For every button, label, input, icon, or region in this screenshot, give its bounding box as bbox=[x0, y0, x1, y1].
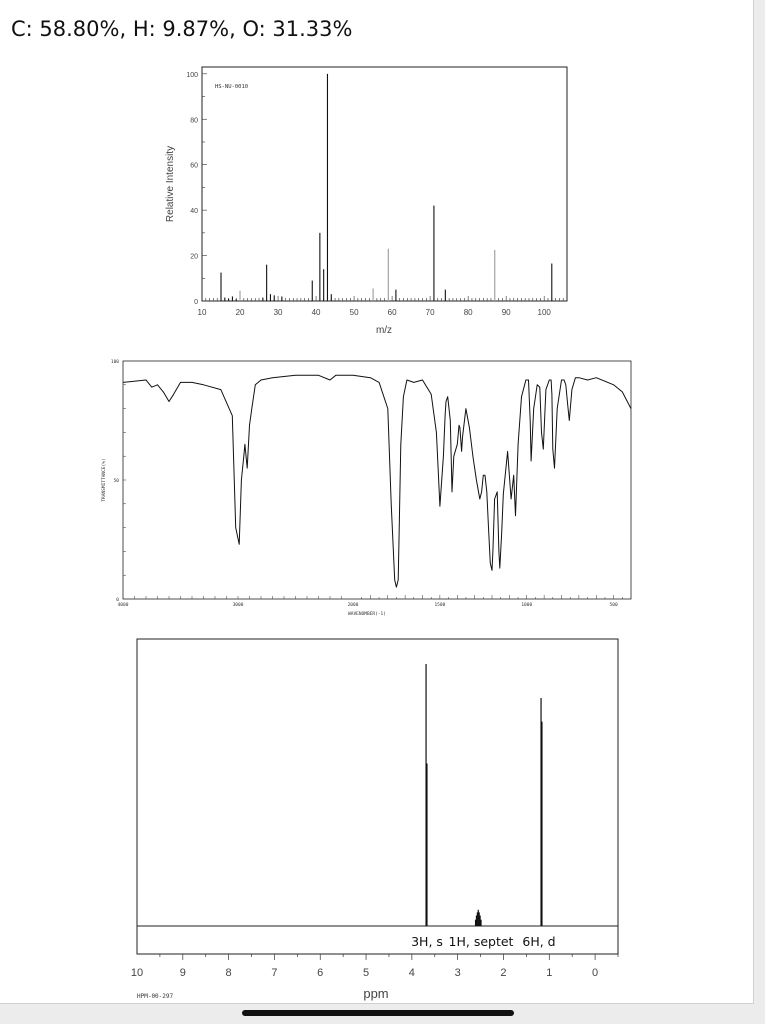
ir-x-tick-label: 4000 bbox=[118, 602, 129, 608]
ms-x-tick-label: 20 bbox=[236, 308, 245, 317]
ir-x-tick-label: 3000 bbox=[233, 602, 244, 608]
ms-x-tick-label: 70 bbox=[426, 308, 435, 317]
ms-x-tick-label: 90 bbox=[502, 308, 511, 317]
nmr-x-tick-label: 3 bbox=[455, 967, 461, 979]
nmr-x-tick-label: 8 bbox=[226, 967, 232, 979]
ms-x-tick-label: 10 bbox=[198, 308, 207, 317]
nmr-x-tick-label: 9 bbox=[180, 967, 186, 979]
nmr-code-label: HPM-00-297 bbox=[137, 993, 174, 1000]
ir-y-tick-label: 0 bbox=[116, 597, 119, 603]
ms-x-tick-label: 40 bbox=[312, 308, 321, 317]
nmr-annotation-ch3-singlet: 3H, s bbox=[411, 934, 443, 949]
ms-x-tick-label: 80 bbox=[464, 308, 473, 317]
nmr-annotation-ch3-doublet: 6H, d bbox=[522, 934, 555, 949]
ms-x-tick-label: 30 bbox=[274, 308, 283, 317]
ms-x-tick-label: 100 bbox=[538, 308, 552, 317]
ms-plot-frame bbox=[201, 66, 568, 302]
ir-y-axis-label: TRANSMITTANCE(%) bbox=[101, 458, 107, 501]
ir-spectrum: TRANSMITTANCE(%) WAVENUMBER(-1) 4000 3000… bbox=[101, 359, 632, 617]
nmr-spectrum: 3H, s 1H, septet 6H, d ppm HPM-00-297 10… bbox=[131, 638, 619, 1001]
ms-code-label: HS-NU-0010 bbox=[215, 84, 248, 90]
ir-y-tick-label: 50 bbox=[114, 478, 120, 484]
ms-y-tick-label: 20 bbox=[190, 254, 198, 261]
ms-x-axis-label: m/z bbox=[376, 325, 392, 336]
nmr-plot-frame bbox=[136, 638, 619, 955]
ir-x-tick-label: 1500 bbox=[434, 602, 445, 608]
ir-plot-frame bbox=[122, 360, 632, 600]
nmr-x-tick-label: 5 bbox=[363, 967, 369, 979]
elemental-formula: C: 58.80%, H: 9.87%, O: 31.33% bbox=[11, 17, 353, 41]
nmr-x-tick-label: 7 bbox=[271, 967, 277, 979]
nmr-x-tick-label: 2 bbox=[500, 967, 506, 979]
nmr-x-tick-label: 0 bbox=[592, 967, 598, 979]
ir-y-tick-label: 100 bbox=[111, 359, 119, 365]
ir-x-axis-label: WAVENUMBER(-1) bbox=[348, 611, 386, 617]
nmr-x-tick-label: 6 bbox=[317, 967, 323, 979]
ir-x-tick-label: 1000 bbox=[521, 602, 532, 608]
home-indicator-bar[interactable] bbox=[242, 1010, 514, 1016]
nmr-x-tick-label: 10 bbox=[131, 967, 143, 979]
ms-y-tick-label: 60 bbox=[190, 163, 198, 170]
ir-x-tick-label: 500 bbox=[610, 602, 618, 608]
ms-y-tick-label: 80 bbox=[190, 117, 198, 124]
ms-y-tick-label: 40 bbox=[190, 208, 198, 215]
nmr-x-tick-label: 4 bbox=[409, 967, 415, 979]
nmr-x-axis-label: ppm bbox=[363, 986, 388, 1001]
ms-x-tick-label: 60 bbox=[388, 308, 397, 317]
ms-y-axis-label: Relative Intensity bbox=[165, 146, 176, 222]
ms-y-tick-label: 0 bbox=[194, 299, 198, 306]
ir-x-tick-label: 2000 bbox=[348, 602, 359, 608]
ir-transmittance-trace bbox=[122, 374, 632, 588]
ms-x-tick-label: 50 bbox=[350, 308, 359, 317]
nmr-annotation-ch-septet: 1H, septet bbox=[449, 934, 514, 949]
mass-spectrum: HS-NU-0010 Relative Intensity m/z 10 20 30… bbox=[165, 66, 568, 336]
ms-y-tick-label: 100 bbox=[186, 72, 198, 79]
nmr-x-tick-label: 1 bbox=[546, 967, 552, 979]
